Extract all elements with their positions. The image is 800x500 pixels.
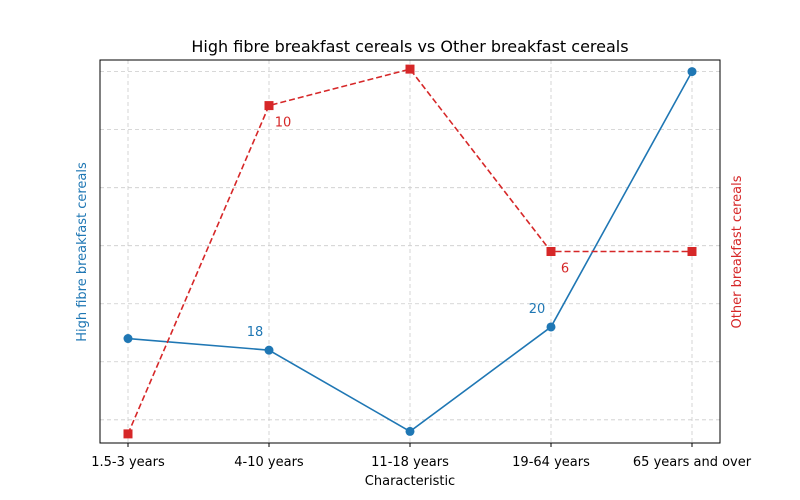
x-axis-label: Characteristic — [365, 474, 455, 489]
x-tick-label: 4-10 years — [234, 455, 304, 470]
other-cereals-data-label: 10 — [275, 116, 292, 131]
other-cereals-point — [264, 101, 274, 111]
x-tick-label: 19-64 years — [512, 455, 590, 470]
high-fibre-data-label: 20 — [529, 302, 546, 317]
x-tick-label: 65 years and over — [633, 455, 752, 470]
high-fibre-point — [123, 334, 133, 344]
grid — [100, 60, 720, 443]
plot-frame — [99, 59, 721, 444]
high-fibre-point — [687, 67, 697, 77]
high-fibre-point — [264, 345, 274, 355]
chart-title: High fibre breakfast cereals vs Other br… — [191, 37, 628, 56]
other-cereals-point — [405, 64, 415, 74]
series-layer — [123, 64, 697, 439]
high-fibre-point — [405, 426, 415, 436]
other-cereals-point — [123, 429, 133, 439]
x-tick-label: 1.5-3 years — [91, 455, 165, 470]
left-y-axis-label: High fibre breakfast cereals — [75, 162, 90, 342]
other-cereals-point — [687, 247, 697, 256]
x-axis-ticks: 1.5-3 years 4-10 years 11-18 years 19-64 ye… — [91, 443, 752, 470]
other-cereals-data-label: 6 — [561, 262, 569, 277]
right-y-axis-label: Other breakfast cereals — [730, 175, 745, 328]
high-fibre-point — [546, 322, 556, 332]
other-cereals-series-line — [127, 68, 692, 435]
other-cereals-point — [546, 247, 556, 256]
data-labels: 18 20 10 6 — [247, 116, 569, 341]
x-tick-label: 11-18 years — [371, 455, 449, 470]
high-fibre-data-label: 18 — [247, 325, 264, 340]
